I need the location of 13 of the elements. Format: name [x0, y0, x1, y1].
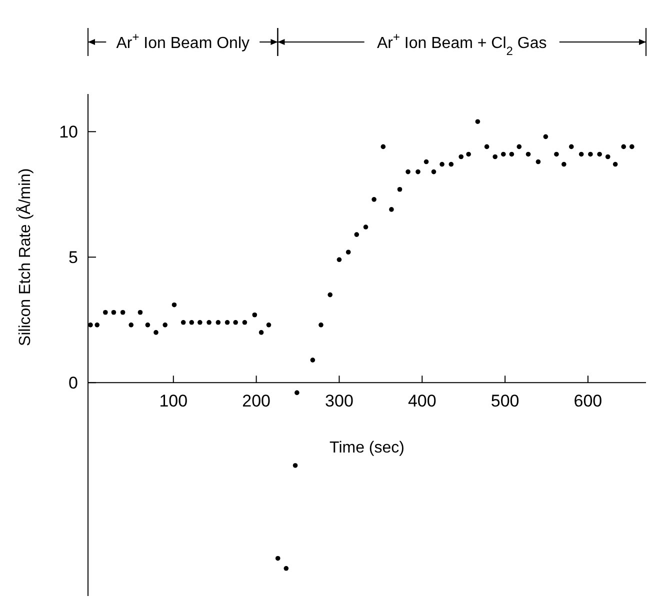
text: Ar$^{+}$ Ion Beam Only	[116, 30, 250, 52]
x-tick-label: 400	[408, 392, 436, 411]
y-tick-label: 0	[68, 374, 78, 393]
y-axis-title: Silicon Etch Rate (Å/min)	[16, 168, 34, 346]
x-tick-label: 500	[490, 392, 520, 411]
y-tick-label: 10	[59, 122, 78, 142]
x-axis-title: Time (sec)	[330, 440, 404, 457]
x-tick-label: 300	[325, 392, 354, 411]
text: Ar$^{+}$ Ion Beam + Cl$_{2}$ Gas	[376, 30, 547, 58]
x-tick-label: 600	[574, 392, 602, 411]
y-tick-label: 5	[68, 248, 78, 268]
x-tick-label: 200	[242, 392, 270, 411]
x-tick-label: 100	[159, 392, 188, 411]
